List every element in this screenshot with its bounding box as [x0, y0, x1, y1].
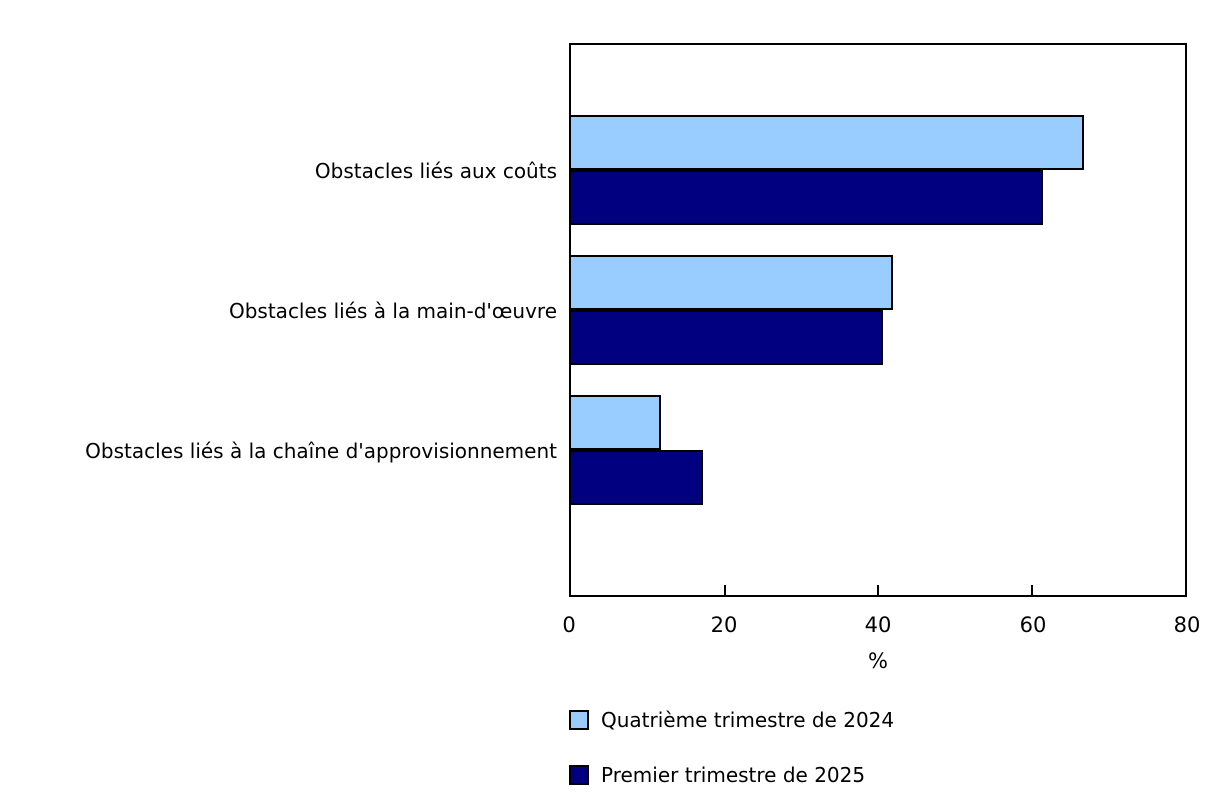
category-label-0: Obstacles liés aux coûts: [314, 159, 557, 183]
x-tick-label-80: 80: [1173, 613, 1201, 637]
bar-series1-cat1: [571, 310, 883, 365]
legend-swatch-q1-2025: [569, 765, 589, 785]
x-tick-label-40: 40: [864, 613, 892, 637]
category-label-1: Obstacles liés à la main-d'œuvre: [228, 299, 557, 323]
x-tick-label-0: 0: [562, 613, 576, 637]
legend-swatch-q4-2024: [569, 710, 589, 730]
x-tick-mark-40: [877, 585, 879, 595]
category-label-2: Obstacles liés à la chaîne d'approvision…: [85, 439, 557, 463]
bar-series1-cat2: [571, 450, 703, 505]
plot-area: [569, 43, 1187, 597]
x-tick-label-60: 60: [1019, 613, 1047, 637]
bar-series0-cat1: [571, 255, 893, 310]
x-tick-label-20: 20: [710, 613, 738, 637]
legend-label-q1-2025: Premier trimestre de 2025: [601, 763, 866, 787]
x-tick-mark-20: [724, 585, 726, 595]
legend-item-q4-2024: Quatrième trimestre de 2024: [569, 706, 894, 734]
x-tick-mark-60: [1031, 585, 1033, 595]
legend-item-q1-2025: Premier trimestre de 2025: [569, 761, 865, 789]
x-axis-label: %: [868, 649, 888, 673]
legend-label-q4-2024: Quatrième trimestre de 2024: [601, 708, 895, 732]
bar-series1-cat0: [571, 170, 1043, 225]
bar-series0-cat0: [571, 115, 1084, 170]
bar-series0-cat2: [571, 395, 661, 450]
